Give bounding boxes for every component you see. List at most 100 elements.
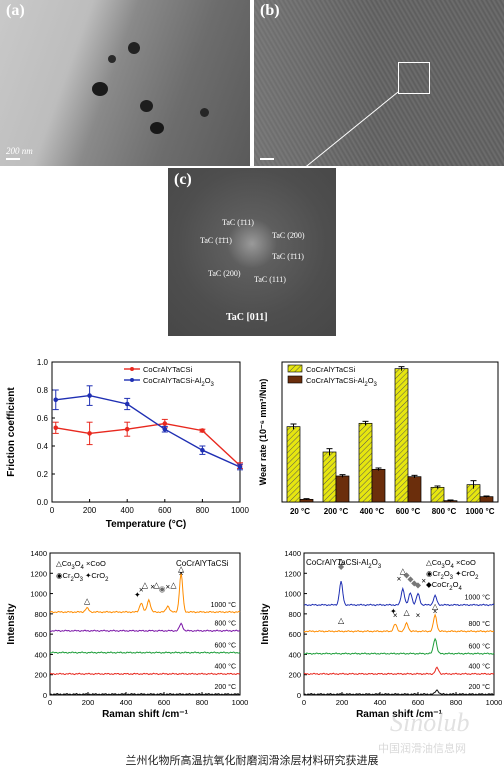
legend-label: CoCrAlYTaCSi-Al2O3 [306,376,378,388]
y-tick-label: 1000 [284,590,301,599]
raman-chart-left: 0 200 400 600 800 1000 0 200 400 600 800 1000 1200 14… [6,549,248,720]
spectrum-label: 400 °C [469,663,490,671]
spectrum-label: 800 °C [215,620,236,628]
phase-marker: △ [178,564,185,573]
x-tick-label: 200 [83,506,97,515]
x-tick-label: 0 [50,506,55,515]
y-tick-label: 0.4 [37,442,49,451]
phase-marker: ◆ [338,562,345,571]
spectrum-label: 600 °C [215,641,236,649]
phase-marker: ◆ [407,574,414,583]
x-tick-label: 400 °C [360,507,385,516]
phase-marker: △ [432,602,439,611]
spectrum-line [49,622,241,633]
spectrum-line [303,666,495,676]
legend-label: ◆CoCr2O4 [426,580,462,592]
phase-marker: × [150,583,155,592]
bar [286,426,301,503]
phase-marker: △ [170,580,177,589]
phase-marker: × [393,611,398,620]
y-tick-label: 800 [34,610,47,619]
x-tick-label: 1000 [231,506,249,515]
y-tick-label: 400 [288,650,301,659]
bar [335,475,350,503]
series-line [55,422,241,467]
watermark: Sinolub [390,708,470,737]
phase-marker: × [433,607,438,616]
data-point [237,464,243,470]
x-tick-label: 400 [374,698,387,707]
x-tick-label: 600 [158,698,171,707]
scale-bar [260,158,274,160]
spectrum-line [49,672,241,676]
data-point [53,397,59,403]
data-point [200,428,205,433]
x-tick-label: 800 [196,698,209,707]
tem-image-a: (a) 200 nm [0,0,250,166]
data-point [53,425,59,431]
watermark-cn: 中国润滑油信息网 [378,742,466,755]
x-tick-label: 200 [82,698,95,707]
x-tick-label: 800 °C [432,507,457,516]
phase-marker: △ [153,580,160,589]
bar [322,451,337,503]
bar [479,496,494,503]
phase-marker: × [416,611,421,620]
legend-swatch [287,375,303,384]
raman-chart-right: 0 200 400 600 800 1000 0 200 400 600 800 1000 1200 14… [260,549,502,720]
spectrum-line [303,580,495,607]
x-tick-label: 0 [48,698,52,707]
x-tick-label: 400 [121,506,135,515]
spectrum-label: 200 °C [469,683,490,691]
hrtem-image-b: (b) [254,0,504,166]
plot-frame [51,361,241,503]
y-axis-label: Friction coefficient [6,387,17,477]
phase-marker: △ [142,580,149,589]
fft-spot-label: TaC (200) [208,269,241,278]
y-axis-label: Wear rate (10⁻⁶ mm³/Nm) [258,379,268,486]
y-tick-label: 0 [43,691,47,700]
y-tick-label: 0.8 [37,386,49,395]
legend-label: ◉Cr2O3 ✦CrO2 [426,569,479,581]
series-line [55,394,241,468]
legend-label: △Co3O4 ×CoO [56,559,106,571]
selection-box [398,62,430,94]
legend-swatch [287,364,303,373]
fft-pattern-c: (c) TaC (1̄11) TaC (2̄00) TaC (1̄1̄1) Ta… [168,168,336,336]
spectrum-line [303,637,495,655]
particle [140,100,153,112]
spectrum-label: 400 °C [215,663,236,671]
x-tick-label: 200 [336,698,349,707]
bar [371,468,386,503]
legend-label: CoCrAlYTaCSi-Al2O3 [143,376,215,388]
data-point [200,447,205,453]
plot-frame [281,361,499,503]
data-point [124,426,130,432]
phase-marker: △ [84,597,91,606]
wear-rate-chart: 20 °C 200 °C 400 °C 600 °C 800 °C 1000 °C Wear… [258,361,499,516]
y-tick-label: 1200 [284,569,301,578]
friction-chart: 0 200 400 600 800 1000 0.0 0.2 0.4 0.6 0.8 1.0 Tempe… [6,358,249,530]
y-tick-label: 0.0 [37,498,49,507]
fft-spot-label: TaC (2̄00) [272,231,305,240]
x-tick-label: 20 °C [290,507,310,516]
fft-spot-label: TaC (111) [254,275,286,284]
data-point [87,393,92,398]
particle [108,55,116,63]
legend-marker [130,378,134,382]
y-tick-label: 400 [34,650,47,659]
phase-marker: △ [400,566,407,575]
x-tick-label: 1000 °C [466,507,495,516]
legend-label: ◉Cr2O3 ✦CrO2 [56,571,109,583]
y-tick-label: 1400 [284,549,301,558]
plot-frame [303,552,495,696]
y-tick-label: 1000 [30,590,47,599]
scale-bar-label: 200 nm [6,146,33,156]
phase-marker: △ [338,616,345,625]
legend-label: CoCrAlYTaCSi [306,365,356,374]
x-axis-label: Raman shift /cm⁻¹ [102,709,189,720]
phase-marker: × [165,583,170,592]
x-tick-label: 800 [196,506,210,515]
spectrum-line [49,651,241,654]
figure-caption: 兰州化物所高温抗氧化耐磨润滑涂层材料研究获进展 [125,754,379,767]
